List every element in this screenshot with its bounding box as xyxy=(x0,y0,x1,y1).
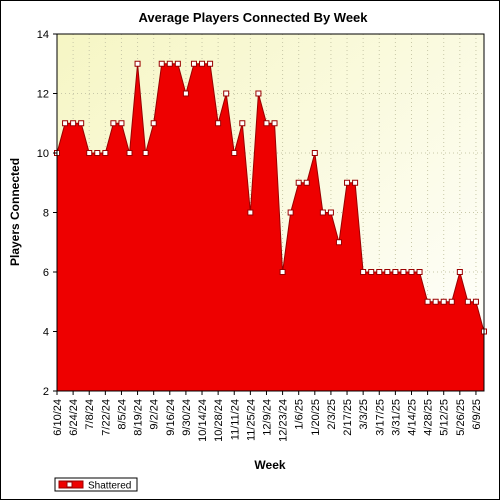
x-tick-label: 3/3/25 xyxy=(358,399,370,430)
data-point xyxy=(263,120,270,127)
data-point xyxy=(416,269,423,275)
data-point xyxy=(150,120,157,127)
y-tick-label: 12 xyxy=(37,89,49,101)
x-axis-label: Week xyxy=(254,458,285,472)
data-point xyxy=(408,269,415,275)
y-tick-label: 4 xyxy=(43,327,49,339)
data-point xyxy=(239,120,246,127)
data-point xyxy=(62,120,69,127)
data-point xyxy=(223,90,230,97)
data-point xyxy=(158,60,165,67)
data-point xyxy=(464,298,471,305)
x-tick-label: 6/10/24 xyxy=(52,399,64,436)
data-point xyxy=(456,269,463,275)
y-tick-label: 8 xyxy=(43,208,49,220)
x-tick-label: 5/12/25 xyxy=(439,399,451,436)
data-point xyxy=(182,90,189,97)
series-markers xyxy=(54,60,487,335)
x-tick-label: 3/17/25 xyxy=(374,399,386,436)
data-point xyxy=(110,120,117,127)
x-tick-label: 7/22/24 xyxy=(100,399,112,436)
data-point xyxy=(424,298,431,305)
x-tick-label: 2/17/25 xyxy=(342,399,354,436)
data-point xyxy=(247,209,254,216)
data-point xyxy=(94,150,101,156)
data-point xyxy=(271,120,278,127)
x-tick-label: 6/9/25 xyxy=(471,399,483,430)
x-tick-label: 3/31/25 xyxy=(390,399,402,436)
series-area-fill xyxy=(57,63,484,391)
data-point xyxy=(335,239,342,246)
data-point xyxy=(352,179,359,186)
data-point xyxy=(126,150,133,156)
x-tick-label: 5/26/25 xyxy=(455,399,467,436)
data-point xyxy=(295,179,302,186)
data-point xyxy=(448,298,455,305)
data-point xyxy=(376,269,383,275)
data-point xyxy=(432,298,439,305)
x-tick-label: 10/14/24 xyxy=(197,399,209,442)
data-point xyxy=(118,120,125,127)
x-tick-label: 12/23/24 xyxy=(278,399,290,442)
data-point xyxy=(174,60,181,67)
y-tick-label: 2 xyxy=(43,386,49,398)
x-tick-label: 10/28/24 xyxy=(213,399,225,442)
x-tick-label: 8/5/24 xyxy=(116,399,128,430)
data-point xyxy=(70,120,77,127)
data-point xyxy=(231,150,238,156)
data-point xyxy=(303,179,310,186)
data-point xyxy=(190,60,197,67)
data-point xyxy=(102,150,109,156)
y-axis-label: Players Connected xyxy=(8,158,22,266)
x-tick-label: 8/19/24 xyxy=(133,399,145,436)
chart-title: Average Players Connected By Week xyxy=(138,10,368,25)
data-point xyxy=(86,150,93,156)
data-point xyxy=(166,60,173,67)
x-tick-label: 1/20/25 xyxy=(310,399,322,436)
x-tick-label: 2/3/25 xyxy=(326,399,338,430)
data-point xyxy=(311,150,318,156)
y-tick-label: 6 xyxy=(43,267,49,279)
data-point xyxy=(400,269,407,275)
data-point xyxy=(319,209,326,216)
data-point xyxy=(207,60,214,67)
legend-marker xyxy=(66,481,73,488)
x-tick-label: 9/2/24 xyxy=(149,399,161,430)
x-tick-label: 11/11/24 xyxy=(229,399,241,440)
data-point xyxy=(255,90,262,97)
y-axis-ticks: 2 4 6 8 10 12 14 xyxy=(37,29,57,398)
data-point xyxy=(215,120,222,127)
legend-label: Shattered xyxy=(88,481,131,492)
x-tick-label: 9/16/24 xyxy=(165,399,177,436)
x-tick-label: 11/25/24 xyxy=(245,399,257,441)
x-tick-label: 4/28/25 xyxy=(423,399,435,436)
data-point xyxy=(384,269,391,275)
data-point xyxy=(279,269,286,275)
data-point xyxy=(368,269,375,275)
data-point xyxy=(472,298,479,305)
y-tick-label: 14 xyxy=(37,29,49,41)
data-point xyxy=(440,298,447,305)
data-point xyxy=(78,120,85,127)
data-point xyxy=(287,209,294,216)
x-tick-label: 1/6/25 xyxy=(294,399,306,430)
x-tick-label: 6/24/24 xyxy=(68,399,80,436)
x-axis-ticks: 6/10/24 6/24/24 7/8/24 7/22/24 8/5/24 8/19/24… xyxy=(52,391,483,442)
data-point xyxy=(327,209,334,216)
x-tick-label: 4/14/25 xyxy=(406,399,418,436)
data-point xyxy=(392,269,399,275)
data-point xyxy=(199,60,206,67)
x-tick-label: 9/30/24 xyxy=(181,399,193,436)
legend: Shattered xyxy=(54,477,138,492)
data-point xyxy=(360,269,367,275)
data-point xyxy=(142,150,149,156)
x-tick-label: 7/8/24 xyxy=(84,399,96,430)
x-tick-label: 12/9/24 xyxy=(261,399,273,436)
data-point xyxy=(344,179,351,186)
data-point xyxy=(134,60,141,67)
y-tick-label: 10 xyxy=(37,148,49,160)
